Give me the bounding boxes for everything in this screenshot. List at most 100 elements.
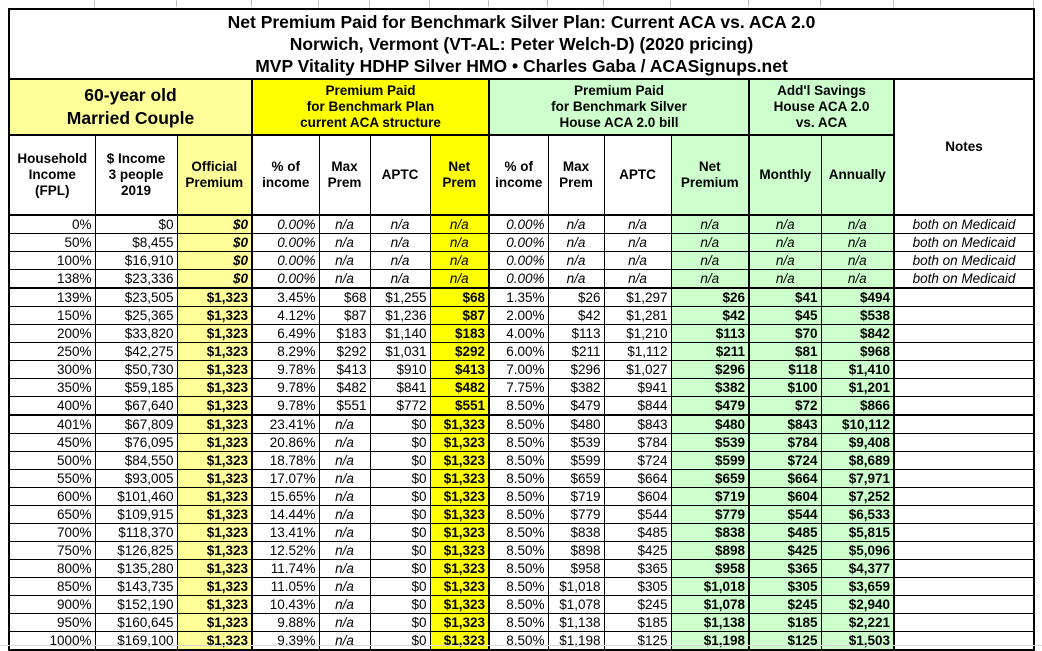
- cell-savings-monthly: $41: [748, 287, 822, 307]
- table-title: Net Premium Paid for Benchmark Silver Pl…: [8, 8, 1035, 80]
- premium-comparison-sheet: Net Premium Paid for Benchmark Silver Pl…: [8, 8, 1035, 651]
- cell-aca2-aptc: $485: [603, 523, 672, 542]
- cell-aca2-net-premium: n/a: [670, 251, 750, 270]
- cell-aca2-pct-income: 8.50%: [488, 451, 549, 470]
- table-row-350%: 350% $59,185 $1,323 9.78% $482 $841 $482 7.75% $…: [8, 378, 1035, 397]
- cell-official-premium: $1,323: [176, 613, 253, 632]
- cell-aca2-max-prem: $382: [547, 378, 605, 397]
- column-header-aca-pct-income: % of income: [251, 134, 320, 216]
- cell-aca-max-prem: $482: [318, 378, 371, 397]
- sheet-gridline-stub: [547, 0, 548, 7]
- cell-aca-aptc: n/a: [369, 269, 431, 289]
- cell-savings-annually: $494: [820, 287, 895, 307]
- cell-aca2-max-prem: $1,198: [547, 631, 605, 651]
- cell-income: $16,910: [94, 251, 178, 270]
- cell-savings-monthly: n/a: [748, 269, 822, 289]
- cell-notes: both on Medicaid: [893, 214, 1035, 234]
- cell-aca-max-prem: n/a: [318, 613, 371, 632]
- cell-fpl: 250%: [8, 342, 96, 361]
- cell-notes: [893, 433, 1035, 452]
- cell-official-premium: $1,323: [176, 433, 253, 452]
- column-header-fpl: Household Income (FPL): [8, 134, 96, 216]
- cell-official-premium: $1,323: [176, 523, 253, 542]
- cell-aca-net-prem: $1,323: [429, 541, 490, 560]
- cell-savings-monthly: $305: [748, 577, 822, 596]
- cell-official-premium: $0: [176, 251, 253, 270]
- cell-aca2-aptc: $1,112: [603, 342, 672, 361]
- cell-official-premium: $1,323: [176, 559, 253, 578]
- cell-fpl: 0%: [8, 214, 96, 234]
- cell-aca2-pct-income: 0.00%: [488, 214, 549, 234]
- cell-fpl: 750%: [8, 541, 96, 560]
- cell-aca-net-prem: $68: [429, 287, 490, 307]
- cell-income: $42,275: [94, 342, 178, 361]
- cell-fpl: 300%: [8, 360, 96, 379]
- title-row: Net Premium Paid for Benchmark Silver Pl…: [8, 8, 1035, 80]
- cell-notes: [893, 306, 1035, 325]
- cell-aca-aptc: $0: [369, 469, 431, 488]
- cell-aca-net-prem: n/a: [429, 251, 490, 270]
- table-row-500%: 500% $84,550 $1,323 18.78% n/a $0 $1,323 8.50% $…: [8, 451, 1035, 470]
- cell-income: $135,280: [94, 559, 178, 578]
- cell-aca2-pct-income: 8.50%: [488, 523, 549, 542]
- cell-aca-max-prem: n/a: [318, 631, 371, 651]
- cell-aca2-pct-income: 7.75%: [488, 378, 549, 397]
- cell-aca-aptc: $0: [369, 631, 431, 651]
- cell-aca-aptc: $1,031: [369, 342, 431, 361]
- cell-aca2-net-premium: $26: [670, 287, 750, 307]
- cell-aca2-net-premium: $659: [670, 469, 750, 488]
- cell-aca-pct-income: 9.78%: [251, 396, 320, 416]
- cell-income: $109,915: [94, 505, 178, 524]
- cell-aca2-aptc: $844: [603, 396, 672, 416]
- cell-fpl: 100%: [8, 251, 96, 270]
- cell-income: $59,185: [94, 378, 178, 397]
- cell-aca2-pct-income: 8.50%: [488, 505, 549, 524]
- cell-aca2-pct-income: 2.00%: [488, 306, 549, 325]
- cell-aca2-aptc: $1,297: [603, 287, 672, 307]
- cell-aca-net-prem: $482: [429, 378, 490, 397]
- cell-savings-monthly: $485: [748, 523, 822, 542]
- cell-notes: both on Medicaid: [893, 251, 1035, 270]
- cell-aca2-net-premium: $898: [670, 541, 750, 560]
- cell-aca-max-prem: n/a: [318, 433, 371, 452]
- cell-aca-net-prem: $1,323: [429, 433, 490, 452]
- cell-aca-max-prem: $183: [318, 324, 371, 343]
- cell-aca-aptc: $0: [369, 559, 431, 578]
- cell-notes: [893, 595, 1035, 614]
- cell-aca2-pct-income: 8.50%: [488, 595, 549, 614]
- cell-savings-annually: $7,252: [820, 487, 895, 506]
- cell-savings-monthly: $843: [748, 414, 822, 434]
- cell-income: $67,809: [94, 414, 178, 434]
- table-row-650%: 650% $109,915 $1,323 14.44% n/a $0 $1,323 8.50%…: [8, 505, 1035, 524]
- cell-aca2-net-premium: $382: [670, 378, 750, 397]
- cell-aca2-pct-income: 0.00%: [488, 233, 549, 252]
- cell-notes: [893, 523, 1035, 542]
- cell-aca2-net-premium: $539: [670, 433, 750, 452]
- sheet-gridline-stub: [1033, 0, 1034, 7]
- cell-aca-net-prem: $1,323: [429, 595, 490, 614]
- sheet-gridline-stub: [369, 0, 370, 7]
- cell-aca-net-prem: $1,323: [429, 469, 490, 488]
- table-row-50%: 50% $8,455 $0 0.00% n/a n/a n/a 0.00% n/a n/a n/a n…: [8, 233, 1035, 252]
- cell-official-premium: $1,323: [176, 631, 253, 651]
- cell-aca2-pct-income: 8.50%: [488, 433, 549, 452]
- cell-aca-pct-income: 20.86%: [251, 433, 320, 452]
- cell-income: $84,550: [94, 451, 178, 470]
- cell-savings-annually: $1,201: [820, 378, 895, 397]
- group-header-addl-savings: Add'l Savings House ACA 2.0 vs. ACA: [748, 78, 895, 136]
- cell-aca2-net-premium: $719: [670, 487, 750, 506]
- table-row-0%: 0% $0 $0 0.00% n/a n/a n/a 0.00% n/a n/a n/a n/a n/a…: [8, 214, 1035, 234]
- cell-savings-annually: $538: [820, 306, 895, 325]
- cell-income: $76,095: [94, 433, 178, 452]
- cell-fpl: 950%: [8, 613, 96, 632]
- cell-aca-aptc: $1,236: [369, 306, 431, 325]
- cell-savings-annually: $6,533: [820, 505, 895, 524]
- cell-aca-max-prem: $292: [318, 342, 371, 361]
- cell-savings-annually: n/a: [820, 214, 895, 234]
- cell-aca2-max-prem: $480: [547, 414, 605, 434]
- cell-aca2-aptc: n/a: [603, 214, 672, 234]
- cell-aca2-aptc: $724: [603, 451, 672, 470]
- cell-aca-net-prem: $413: [429, 360, 490, 379]
- cell-savings-annually: n/a: [820, 251, 895, 270]
- column-header-aca-net-prem: Net Prem: [429, 134, 490, 216]
